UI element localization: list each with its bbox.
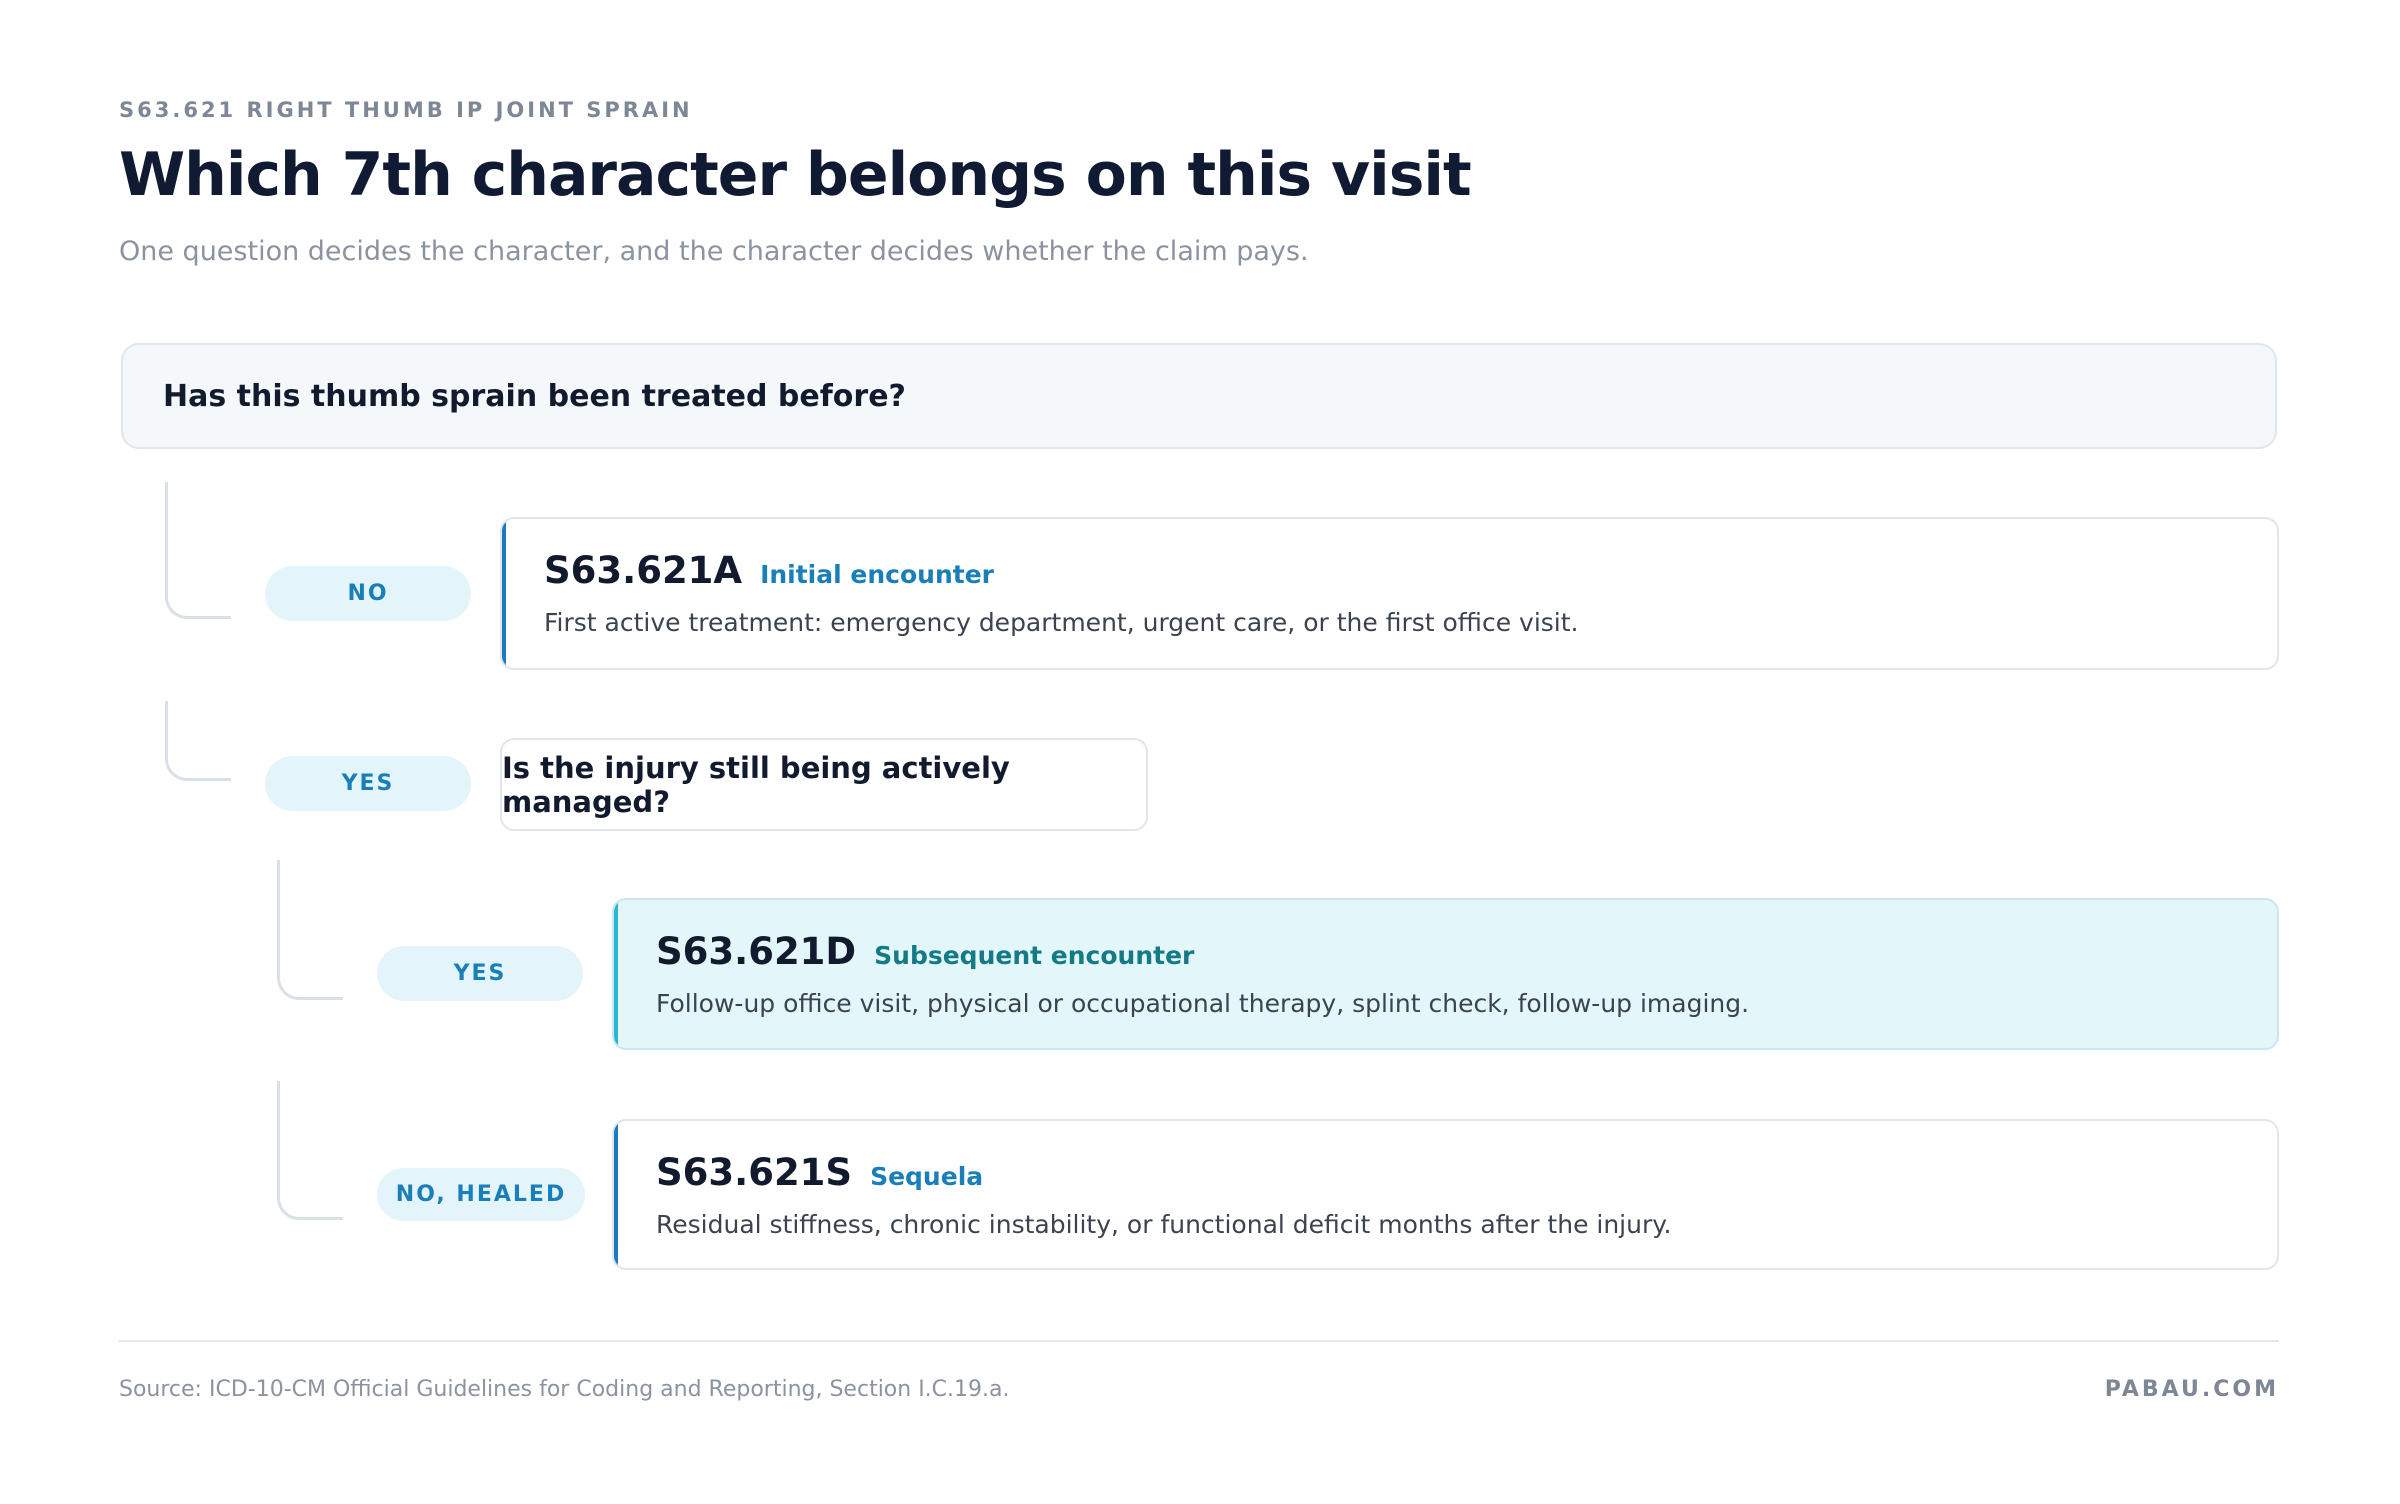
eyebrow: S63.621 RIGHT THUMB IP JOINT SPRAIN xyxy=(119,98,693,122)
connector xyxy=(165,701,231,781)
source: Source: ICD-10-CM Official Guidelines fo… xyxy=(119,1377,1010,1402)
code-label: Initial encounter xyxy=(760,560,994,589)
code: S63.621S xyxy=(656,1151,853,1194)
answer-pill: NO, HEALED xyxy=(377,1168,585,1221)
connector xyxy=(277,860,343,1000)
code-label: Sequela xyxy=(870,1162,984,1191)
answer-pill: NO xyxy=(265,566,471,621)
description: First active treatment: emergency depart… xyxy=(544,608,1579,637)
question-box: Has this thumb sprain been treated befor… xyxy=(121,343,2277,449)
description: Residual stiffness, chronic instability,… xyxy=(656,1210,1672,1239)
code-card: S63.621S Sequela Residual stiffness, chro… xyxy=(612,1119,2279,1270)
title: Which 7th character belongs on this visi… xyxy=(119,140,1472,210)
code-label: Subsequent encounter xyxy=(874,941,1195,970)
answer-pill: YES xyxy=(377,946,583,1001)
connector xyxy=(165,482,231,619)
code: S63.621A xyxy=(544,549,743,592)
brand: PABAU.COM xyxy=(2104,1377,2279,1402)
answer-pill: YES xyxy=(265,756,471,811)
code-card: S63.621D Subsequent encounter Follow-up o… xyxy=(612,898,2279,1050)
description: Follow-up office visit, physical or occu… xyxy=(656,989,1750,1018)
code-card: S63.621A Initial encounter First active t… xyxy=(500,517,2279,670)
subtitle: One question decides the character, and … xyxy=(119,236,1309,267)
connector xyxy=(277,1081,343,1220)
code: S63.621D xyxy=(656,930,857,973)
question-box: Is the injury still being actively manag… xyxy=(500,738,1148,831)
divider xyxy=(119,1340,2279,1342)
